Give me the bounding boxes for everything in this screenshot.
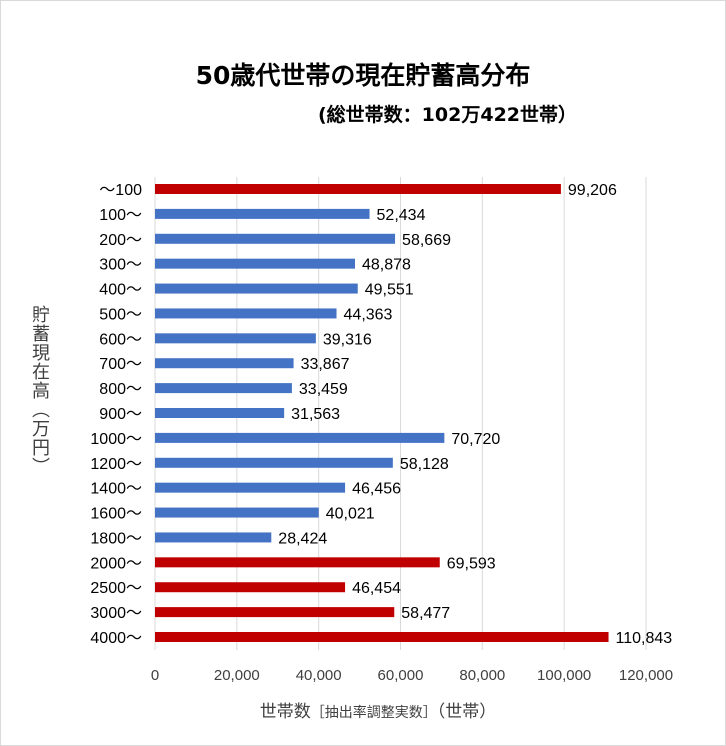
x-tick-label: 20,000 [214,667,260,684]
data-label: 99,206 [568,182,617,199]
x-tick-label: 40,000 [296,667,342,684]
bar [155,258,355,269]
y-tick-label: 600～ [99,331,142,348]
y-tick-label: 500～ [99,306,142,323]
bar [155,308,337,319]
data-label: 40,021 [326,506,375,523]
y-tick-label: 200～ [99,232,142,249]
data-label: 46,454 [352,580,401,597]
bar [155,632,609,642]
x-tick-label: 120,000 [619,667,673,684]
data-label: 33,867 [301,356,350,373]
x-tick-label: 60,000 [378,667,424,684]
bar [155,507,319,518]
chart-title: 50歳代世帯の現在貯蓄高分布 [195,61,531,90]
bar [155,383,292,394]
bar [155,432,445,443]
y-tick-label: 700～ [99,356,142,373]
bar [155,557,440,568]
bar [155,457,393,468]
data-label: 110,843 [616,630,673,647]
data-label: 28,424 [278,530,327,547]
data-label: 31,563 [291,406,340,423]
bar [155,482,346,493]
y-tick-label: 2000～ [90,555,142,572]
data-label: 58,477 [401,605,450,622]
data-label: 33,459 [299,381,348,398]
y-tick-label: 3000～ [90,605,142,622]
data-label: 52,434 [377,207,426,224]
data-label: 44,363 [344,306,393,323]
bar [155,283,358,294]
bar [155,607,395,618]
y-tick-label: 4000～ [90,630,142,647]
y-tick-label: 1600～ [90,506,142,523]
x-tick-label: 100,000 [537,667,591,684]
data-label: 70,720 [451,431,500,448]
x-tick-label: 80,000 [459,667,505,684]
y-tick-label: ～100 [99,182,142,199]
y-tick-label: 1200～ [90,456,142,473]
bar [155,408,285,418]
data-label: 39,316 [323,331,372,348]
x-axis-label-note: ［抽出率調整実数］ [310,705,437,721]
data-label: 69,593 [447,555,496,572]
bar [155,233,396,244]
y-tick-label: 900～ [99,406,142,423]
x-axis-label-unit: （世帯） [436,702,497,722]
x-tick-label: 0 [151,667,159,684]
data-label: 58,669 [402,232,451,249]
y-tick-label: 1800～ [90,530,142,547]
bar [155,358,294,369]
y-tick-label: 100～ [99,207,142,224]
bar [155,184,561,194]
data-label: 49,551 [365,282,414,299]
y-axis-label: 貯蓄現在高（万円） [29,305,50,476]
y-tick-label: 1000～ [90,431,142,448]
y-tick-label: 1400～ [90,481,142,498]
data-label: 48,878 [362,257,411,274]
data-label: 46,456 [352,481,401,498]
x-axis-label: 世帯数［抽出率調整実数］（世帯） [0,697,726,722]
y-tick-label: 800～ [99,381,142,398]
y-tick-label: 2500～ [90,580,142,597]
bar [155,582,346,593]
y-tick-label: 300～ [99,257,142,274]
bar [155,208,370,219]
bar [155,532,272,543]
data-label: 58,128 [400,456,449,473]
chart-subtitle: (総世帯数：102万422世帯） [318,104,578,126]
bar [155,333,316,344]
x-axis-label-main: 世帯数 [259,702,311,722]
y-tick-label: 400～ [99,282,142,299]
